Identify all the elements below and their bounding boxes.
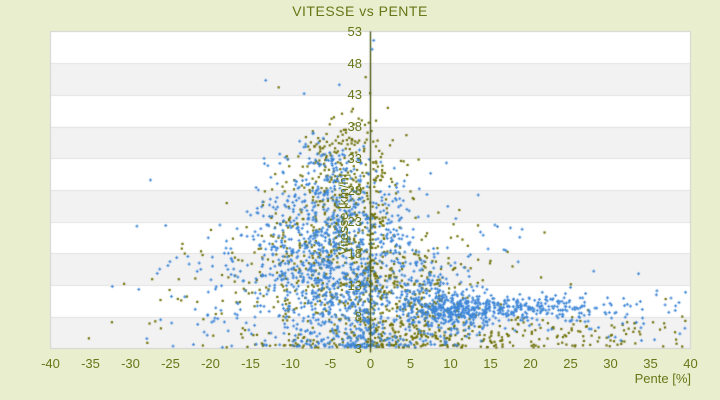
y-tick-label: 23 — [347, 214, 362, 230]
x-tick-label: 5 — [406, 356, 415, 371]
y-tick-label: 13 — [347, 277, 362, 293]
x-tick-label: -15 — [241, 356, 260, 371]
x-tick-label: 10 — [443, 356, 458, 371]
x-tick-label: -35 — [81, 356, 100, 371]
y-tick-label: 8 — [354, 309, 362, 325]
x-tick-label: 0 — [366, 356, 375, 371]
x-tick-label: -20 — [201, 356, 220, 371]
y-tick-label: 28 — [347, 182, 362, 198]
y-tick-label: 53 — [347, 24, 362, 39]
x-tick-label: 40 — [683, 356, 698, 371]
x-tick-label: -25 — [161, 356, 180, 371]
x-tick-label: -5 — [324, 356, 337, 371]
x-tick-label: 20 — [523, 356, 538, 371]
x-tick-label: 30 — [603, 356, 618, 371]
x-axis-label: Pente [%] — [634, 371, 691, 386]
x-tick-label: 15 — [483, 356, 498, 371]
y-tick-label: 43 — [347, 87, 362, 103]
y-tick-label: 48 — [347, 55, 362, 71]
y-tick-label: 33 — [347, 150, 362, 166]
y-tick-label: 3 — [354, 341, 362, 356]
y-tick-label: 38 — [347, 119, 362, 135]
x-tick-label: 25 — [563, 356, 578, 371]
y-tick-label: 18 — [347, 245, 362, 261]
x-tick-label: -10 — [281, 356, 300, 371]
chart-title: VITESSE vs PENTE — [292, 3, 428, 19]
x-tick-label: 35 — [643, 356, 658, 371]
x-tick-label: -30 — [121, 356, 140, 371]
x-tick-label: -40 — [41, 356, 60, 371]
